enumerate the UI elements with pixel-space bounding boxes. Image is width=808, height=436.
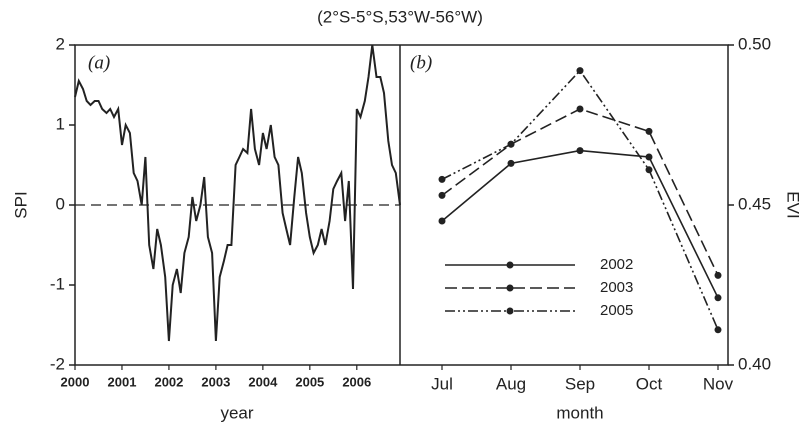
evi-point [714, 271, 722, 279]
y-axis-label: SPI [11, 191, 30, 218]
panel-label: (b) [410, 52, 432, 73]
x-axis-label: year [220, 403, 253, 422]
y-tick-label: -1 [50, 274, 65, 293]
evi-point [438, 175, 446, 183]
y2-tick-label: 0.50 [738, 34, 771, 53]
x-tick-label: 2006 [342, 374, 371, 389]
y2-axis-label: EVI [784, 191, 803, 218]
x-tick-label: Sep [565, 374, 595, 393]
evi-point [438, 217, 446, 225]
evi-point [645, 127, 653, 135]
evi-line [441, 69, 719, 331]
evi-point [714, 294, 722, 302]
evi-point [507, 159, 515, 167]
evi-line [441, 108, 719, 276]
y-tick-label: -2 [50, 354, 65, 373]
legend-marker [506, 284, 514, 292]
y2-tick-label: 0.45 [738, 194, 771, 213]
evi-point [438, 191, 446, 199]
legend-label: 2002 [600, 256, 633, 273]
panel-label: (a) [88, 52, 110, 73]
evi-line [441, 149, 719, 299]
x-tick-label: 2003 [201, 374, 230, 389]
evi-point [714, 326, 722, 334]
y-tick-label: 2 [56, 34, 65, 53]
chart-title: (2°S-5°S,53°W-56°W) [317, 7, 483, 26]
x-tick-label: Oct [636, 374, 663, 393]
y-tick-label: 0 [56, 194, 65, 213]
evi-point [645, 166, 653, 174]
legend-label: 2005 [600, 302, 633, 319]
evi-point [645, 153, 653, 161]
legend-marker [506, 307, 514, 315]
legend-marker [506, 261, 514, 269]
x-tick-label: Aug [496, 374, 526, 393]
evi-point [576, 105, 584, 113]
x-tick-label: Nov [703, 374, 734, 393]
evi-point [507, 140, 515, 148]
legend-label: 2003 [600, 279, 633, 296]
evi-point [576, 67, 584, 75]
x-tick-label: 2004 [248, 374, 278, 389]
x-tick-label: 2001 [108, 374, 137, 389]
x-tick-label: 2002 [154, 374, 183, 389]
spi-line [74, 44, 401, 342]
y2-tick-label: 0.40 [738, 354, 771, 373]
x-tick-label: 2000 [61, 374, 90, 389]
evi-point [576, 147, 584, 155]
x-tick-label: Jul [431, 374, 453, 393]
x-tick-label: 2005 [295, 374, 324, 389]
x-axis-label: month [556, 403, 603, 422]
y-tick-label: 1 [56, 114, 65, 133]
